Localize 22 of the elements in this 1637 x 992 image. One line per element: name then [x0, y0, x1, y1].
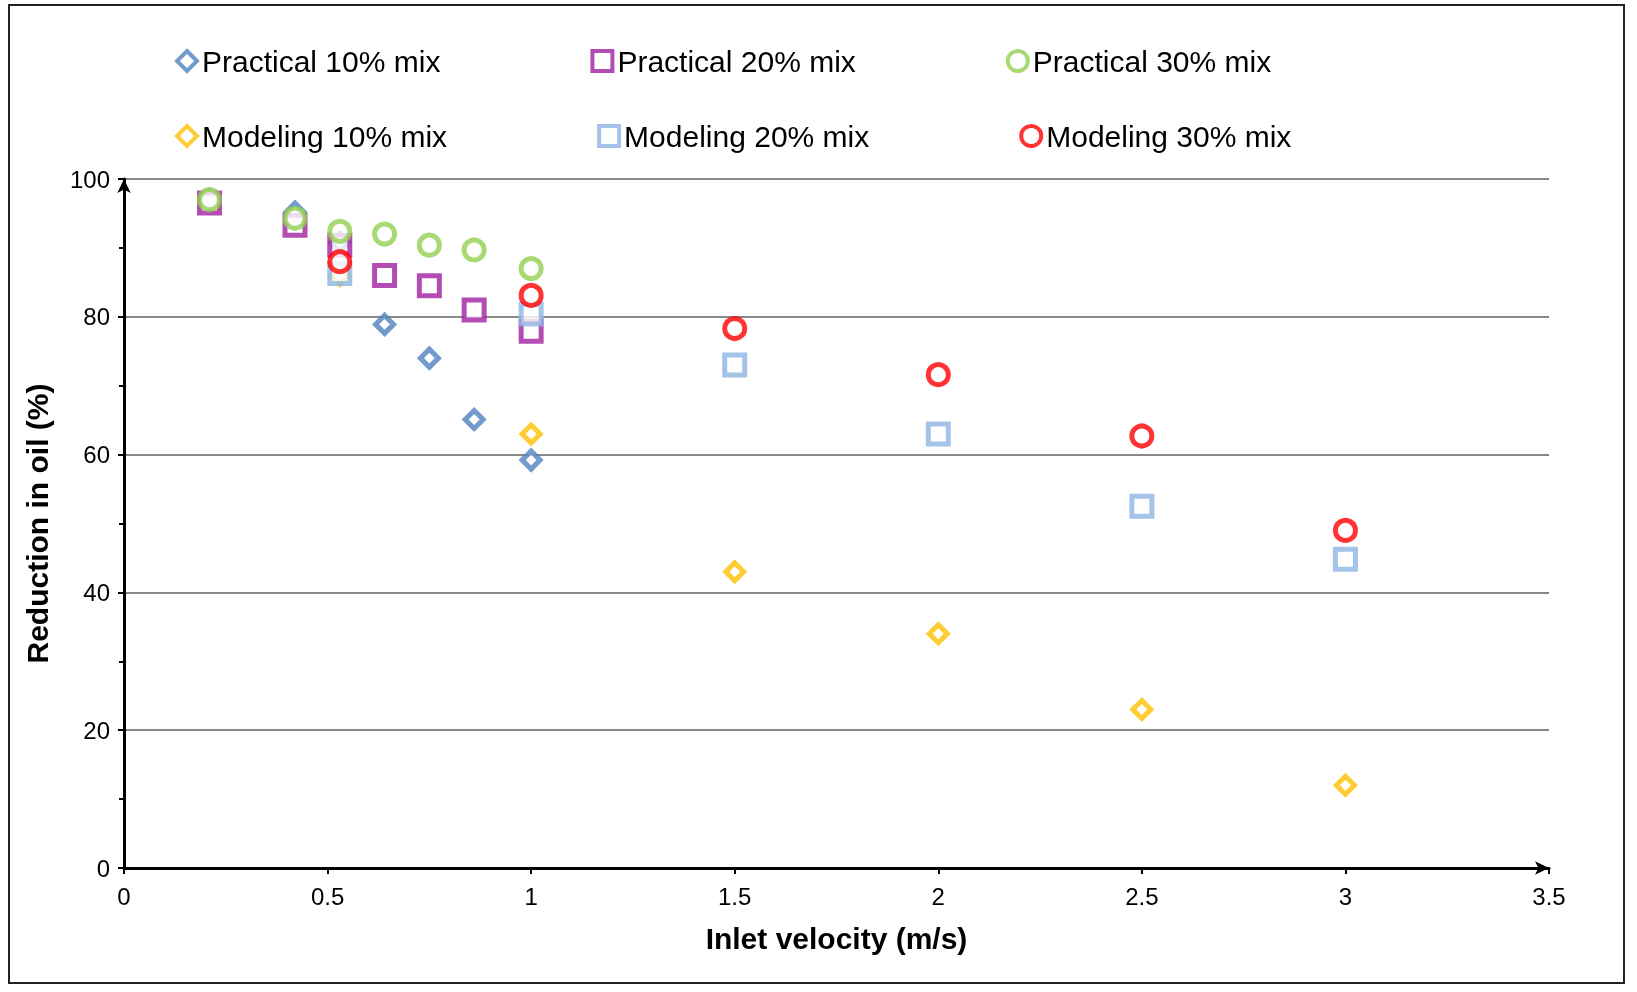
y-tick-label: 80 [83, 303, 110, 331]
x-tick-label: 3.5 [1532, 882, 1566, 910]
y-tick-label: 0 [96, 854, 110, 882]
legend-label: Modeling 20% mix [624, 119, 870, 153]
y-tick-label: 100 [69, 165, 110, 193]
legend-label: Modeling 30% mix [1046, 119, 1292, 153]
x-tick-label: 0 [117, 882, 131, 910]
legend-label: Modeling 10% mix [202, 119, 448, 153]
x-tick-label: 2 [931, 882, 945, 910]
y-tick-label: 40 [83, 578, 110, 606]
y-tick-label: 20 [83, 716, 110, 744]
y-tick-label: 60 [83, 441, 110, 469]
legend-label: Practical 20% mix [617, 44, 856, 78]
x-tick-label: 1 [524, 882, 538, 910]
y-axis-title: Reduction in oil (%) [20, 383, 54, 664]
x-tick-label: 2.5 [1125, 882, 1159, 910]
x-tick-label: 1.5 [718, 882, 752, 910]
x-tick-label: 3 [1338, 882, 1353, 910]
legend-label: Practical 10% mix [202, 44, 441, 78]
x-axis-title: Inlet velocity (m/s) [705, 921, 968, 955]
x-tick-label: 0.5 [310, 882, 345, 910]
legend-label: Practical 30% mix [1032, 44, 1272, 78]
